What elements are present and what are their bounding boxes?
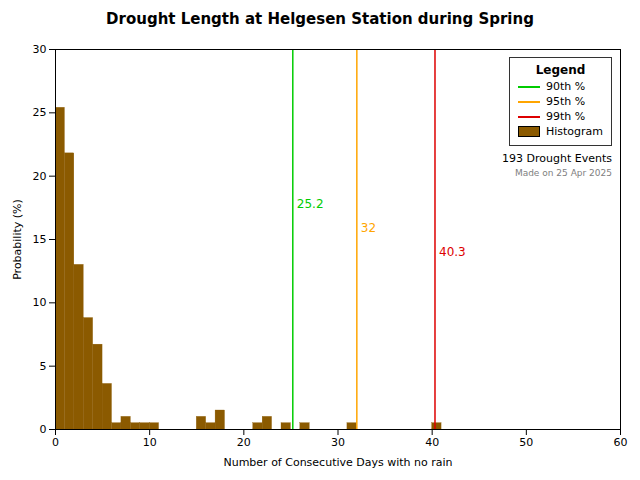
svg-text:40.3: 40.3 bbox=[439, 245, 466, 259]
svg-text:10: 10 bbox=[143, 436, 157, 449]
svg-text:Probability (%): Probability (%) bbox=[11, 199, 24, 280]
svg-text:32: 32 bbox=[361, 221, 376, 235]
svg-text:0: 0 bbox=[40, 423, 47, 436]
html-text:90th %: 90th % bbox=[545, 80, 586, 93]
svg-text:50: 50 bbox=[519, 436, 533, 449]
html-text:95th %: 95th % bbox=[545, 95, 586, 108]
svg-text:5: 5 bbox=[40, 360, 47, 373]
svg-text:20: 20 bbox=[33, 170, 47, 183]
svg-text:0: 0 bbox=[52, 436, 59, 449]
svg-text:30: 30 bbox=[33, 43, 47, 56]
svg-text:25.2: 25.2 bbox=[297, 197, 324, 211]
svg-text:40: 40 bbox=[425, 436, 439, 449]
svg-text:60: 60 bbox=[614, 436, 628, 449]
svg-text:30: 30 bbox=[331, 436, 345, 449]
html-text:193 Drought Events: 193 Drought Events bbox=[502, 152, 612, 165]
html-text:Made on 25 Apr 2025: Made on 25 Apr 2025 bbox=[514, 168, 612, 178]
svg-text:15: 15 bbox=[33, 233, 47, 246]
svg-text:Number of Consecutive Days wit: Number of Consecutive Days with no rain bbox=[223, 456, 452, 469]
svg-text:10: 10 bbox=[33, 296, 47, 309]
html-text:Legend: Legend bbox=[535, 63, 586, 77]
html-text:Drought Length at Helgesen Sta: Drought Length at Helgesen Station durin… bbox=[106, 10, 534, 28]
svg-text:25: 25 bbox=[33, 106, 47, 119]
svg-text:20: 20 bbox=[237, 436, 251, 449]
html-text:99th %: 99th % bbox=[545, 110, 586, 123]
html-text:Histogram: Histogram bbox=[545, 125, 603, 138]
